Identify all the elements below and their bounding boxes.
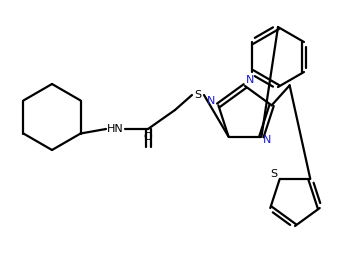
Text: N: N <box>263 135 272 145</box>
Text: N: N <box>246 75 254 85</box>
Text: S: S <box>270 169 277 179</box>
Text: O: O <box>143 132 152 142</box>
Text: N: N <box>207 96 216 106</box>
Text: S: S <box>194 90 202 100</box>
Text: HN: HN <box>107 124 123 134</box>
